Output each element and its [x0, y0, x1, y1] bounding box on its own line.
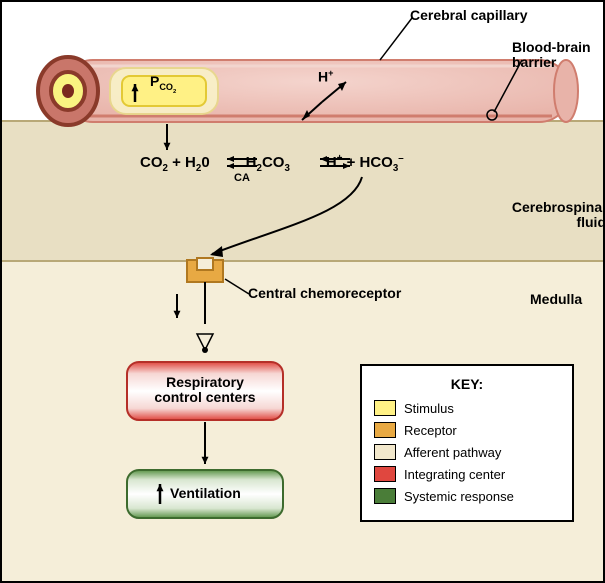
- key-swatch: [374, 466, 396, 482]
- key-label: Stimulus: [404, 401, 454, 416]
- key-swatch: [374, 444, 396, 460]
- key-row: Systemic response: [374, 488, 560, 504]
- label-cerebral-capillary: Cerebral capillary: [410, 8, 528, 23]
- label-csf: Cerebrospinalfluid: [496, 200, 605, 231]
- key-row: Stimulus: [374, 400, 560, 416]
- label-chemoreceptor: Central chemoreceptor: [248, 286, 401, 301]
- box-respiratory-text: Respiratorycontrol centers: [127, 375, 283, 406]
- key-row: Afferent pathway: [374, 444, 560, 460]
- key-swatch: [374, 488, 396, 504]
- label-hplus-cap: H+: [318, 68, 333, 85]
- label-bbb: Blood-brainbarrier: [512, 40, 602, 71]
- stimulus-pco2: PCO2: [150, 74, 176, 95]
- key-label: Afferent pathway: [404, 445, 501, 460]
- key-label: Integrating center: [404, 467, 505, 482]
- key-row: Integrating center: [374, 466, 560, 482]
- key-label: Receptor: [404, 423, 457, 438]
- region-csf: [2, 120, 603, 260]
- diagram-canvas: Cerebral capillary Blood-brainbarrier Cere…: [0, 0, 605, 583]
- key-swatch: [374, 422, 396, 438]
- label-ca: CA: [234, 172, 250, 184]
- key-row: Receptor: [374, 422, 560, 438]
- key-title: KEY:: [374, 376, 560, 392]
- key-label: Systemic response: [404, 489, 514, 504]
- equation: CO2 + H20H2CO3H+ + HCO3–: [140, 154, 404, 175]
- box-ventilation-text: Ventilation: [170, 486, 241, 501]
- label-medulla: Medulla: [530, 292, 582, 307]
- key-legend: KEY: Stimulus Receptor Afferent pathway Inte…: [360, 364, 574, 522]
- key-swatch: [374, 400, 396, 416]
